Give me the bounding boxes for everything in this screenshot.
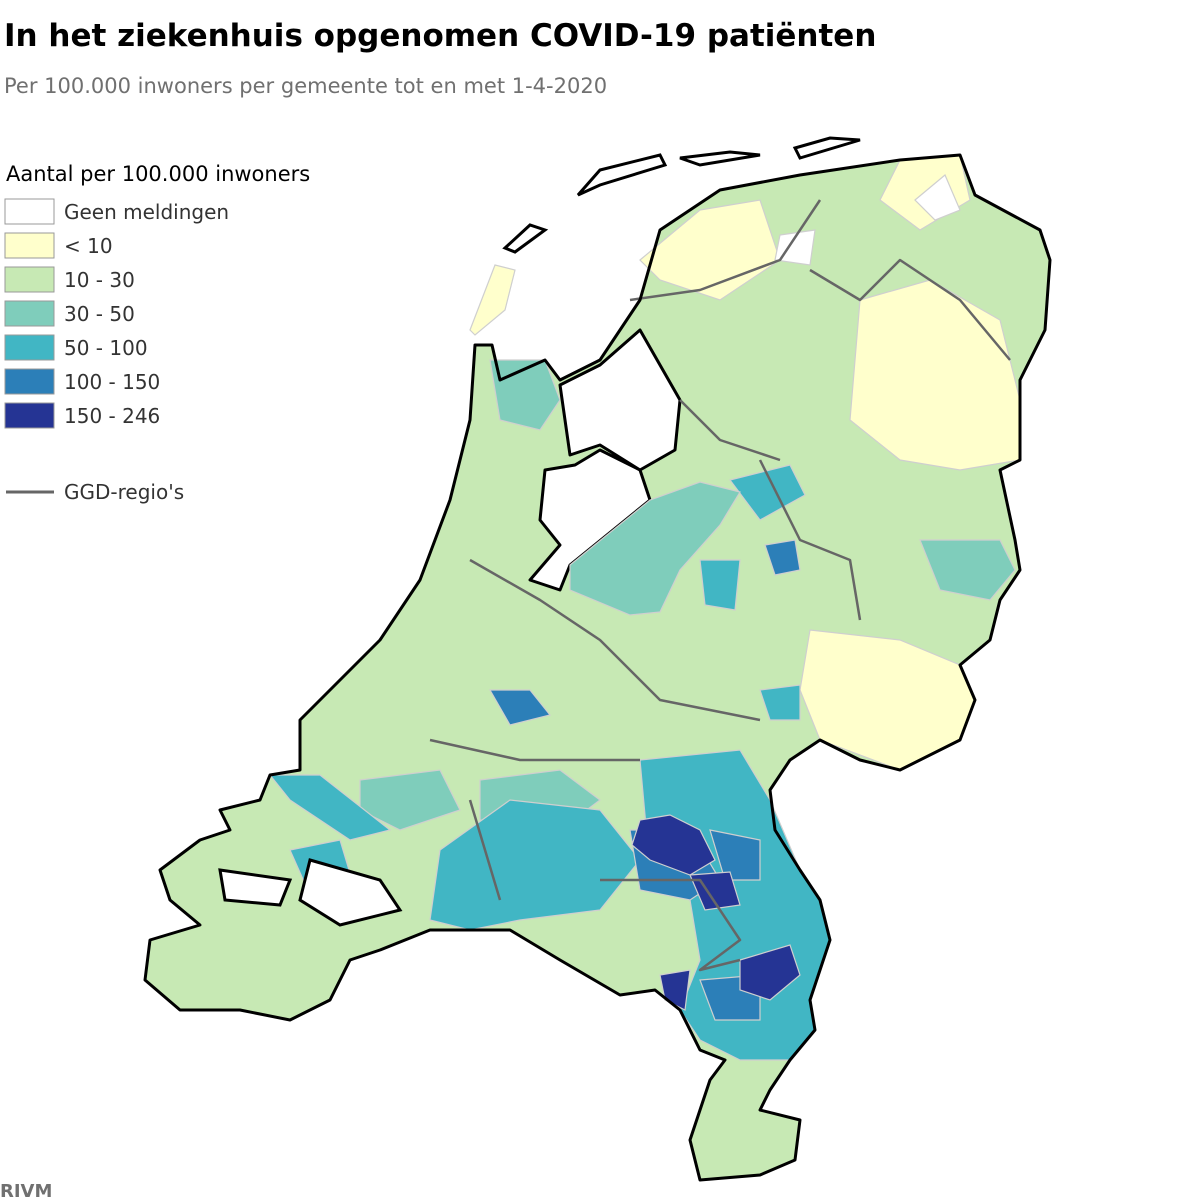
legend-swatch xyxy=(4,402,55,429)
legend-swatch xyxy=(4,368,55,395)
water xyxy=(218,868,293,907)
region xyxy=(359,769,461,831)
region xyxy=(774,229,816,266)
island xyxy=(679,150,761,167)
region xyxy=(429,799,641,931)
flevoland xyxy=(569,481,741,616)
island xyxy=(469,264,516,336)
map xyxy=(143,136,1052,1182)
legend-swatch xyxy=(4,266,55,293)
island xyxy=(502,223,549,254)
region xyxy=(919,539,1016,601)
legend-label: Geen meldingen xyxy=(64,200,229,224)
legend-label: 10 - 30 xyxy=(64,268,135,292)
region xyxy=(699,559,741,611)
legend-label: 150 - 246 xyxy=(64,404,160,428)
region xyxy=(631,814,716,876)
source: RIVM xyxy=(0,1181,52,1200)
legend-title: Aantal per 100.000 inwoners xyxy=(6,162,310,186)
island xyxy=(576,153,668,197)
legend-label: 50 - 100 xyxy=(64,336,148,360)
region xyxy=(759,684,801,721)
title: In het ziekenhuis opgenomen COVID-19 pat… xyxy=(4,18,876,54)
region xyxy=(914,174,961,221)
region xyxy=(764,539,801,576)
legend-swatch xyxy=(4,232,55,259)
ggd-boundary xyxy=(429,199,1011,972)
subtitle: Per 100.000 inwoners per gemeente tot en… xyxy=(4,74,607,98)
region xyxy=(728,464,806,521)
legend-swatch xyxy=(4,334,55,361)
legend: Aantal per 100.000 inwoners GGD-regio's … xyxy=(4,162,310,504)
water xyxy=(298,858,403,927)
region xyxy=(659,969,691,1011)
legend-label: 30 - 50 xyxy=(64,302,135,326)
legend-label: 100 - 150 xyxy=(64,370,160,394)
legend-boundary-label: GGD-regio's xyxy=(64,480,184,504)
region xyxy=(709,829,761,881)
region xyxy=(739,944,801,1001)
legend-swatch xyxy=(4,300,55,327)
island xyxy=(792,136,861,160)
country-outline xyxy=(143,153,1052,1182)
region xyxy=(268,774,392,841)
region xyxy=(488,689,552,726)
legend-swatch xyxy=(4,198,55,225)
legend-label: < 10 xyxy=(64,234,113,258)
